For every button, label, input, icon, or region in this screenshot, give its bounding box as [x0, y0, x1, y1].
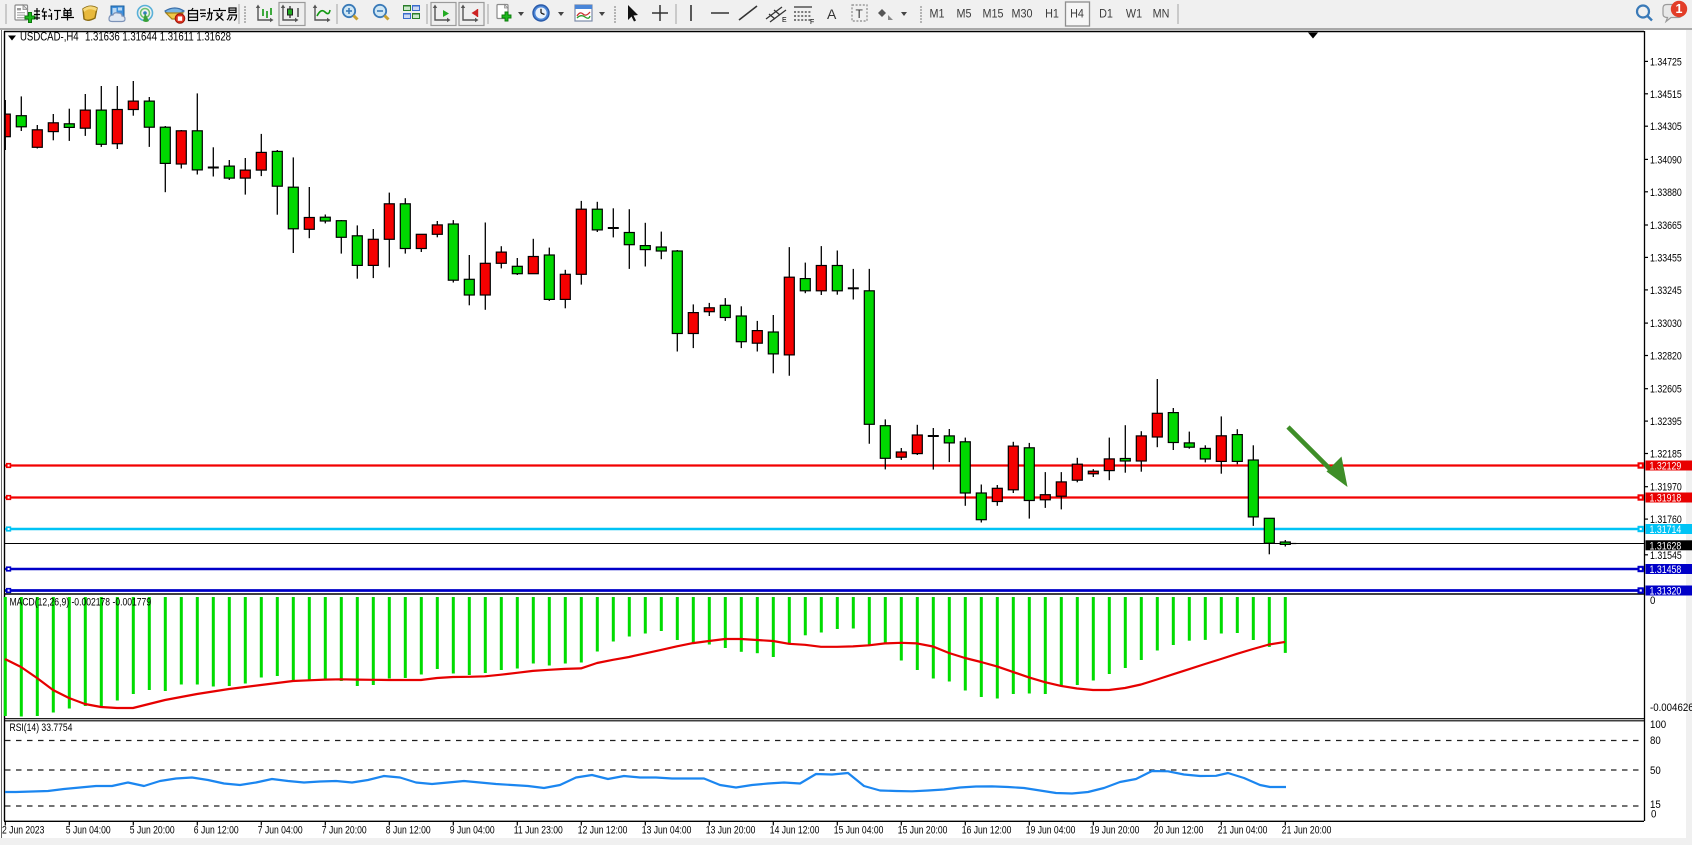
svg-text:13 Jun 20:00: 13 Jun 20:00 — [706, 825, 756, 837]
svg-text:RSI(14) 33.7754: RSI(14) 33.7754 — [10, 722, 73, 734]
svg-text:2 Jun 2023: 2 Jun 2023 — [2, 825, 45, 837]
svg-text:1.31714: 1.31714 — [1650, 524, 1682, 536]
svg-text:0: 0 — [1650, 596, 1656, 608]
svg-text:M15: M15 — [982, 8, 1003, 21]
svg-text:1.31458: 1.31458 — [1650, 564, 1682, 576]
svg-text:1.31628: 1.31628 — [1650, 540, 1682, 552]
svg-text:15: 15 — [1650, 800, 1661, 812]
svg-text:1.32185: 1.32185 — [1650, 449, 1682, 461]
svg-text:7 Jun 20:00: 7 Jun 20:00 — [322, 825, 367, 837]
svg-text:16 Jun 12:00: 16 Jun 12:00 — [962, 825, 1012, 837]
svg-text:1.34305: 1.34305 — [1650, 121, 1682, 133]
svg-text:7 Jun 04:00: 7 Jun 04:00 — [258, 825, 303, 837]
svg-text:M5: M5 — [956, 8, 971, 21]
svg-text:1.33455: 1.33455 — [1650, 253, 1682, 265]
svg-text:20 Jun 12:00: 20 Jun 12:00 — [1154, 825, 1204, 837]
svg-text:E: E — [782, 17, 787, 24]
svg-text:21 Jun 04:00: 21 Jun 04:00 — [1218, 825, 1268, 837]
svg-text:MACD(12,26,9) -0.002178 -0.001: MACD(12,26,9) -0.002178 -0.001779 — [10, 597, 152, 609]
svg-text:5 Jun 04:00: 5 Jun 04:00 — [66, 825, 111, 837]
svg-text:11 Jun 23:00: 11 Jun 23:00 — [514, 825, 563, 837]
svg-text:12 Jun 12:00: 12 Jun 12:00 — [578, 825, 628, 837]
svg-text:1.33880: 1.33880 — [1650, 187, 1682, 199]
svg-text:-0.004626: -0.004626 — [1650, 703, 1692, 715]
svg-text:H4: H4 — [1070, 8, 1084, 21]
svg-text:USDCAD-,H4: USDCAD-,H4 — [20, 31, 79, 44]
svg-text:1.33665: 1.33665 — [1650, 220, 1682, 232]
svg-text:14 Jun 12:00: 14 Jun 12:00 — [770, 825, 820, 837]
svg-text:W1: W1 — [1126, 8, 1142, 21]
svg-text:1.34725: 1.34725 — [1650, 57, 1682, 69]
svg-text:H1: H1 — [1045, 8, 1059, 21]
svg-text:1.34515: 1.34515 — [1650, 89, 1682, 101]
svg-text:1.31760: 1.31760 — [1650, 514, 1682, 526]
svg-text:T: T — [856, 7, 864, 21]
svg-text:0: 0 — [1651, 809, 1657, 821]
svg-text:100: 100 — [1650, 720, 1666, 732]
svg-text:1.33245: 1.33245 — [1650, 285, 1682, 297]
svg-text:1.32605: 1.32605 — [1650, 384, 1682, 396]
svg-text:5 Jun 20:00: 5 Jun 20:00 — [130, 825, 175, 837]
svg-text:15 Jun 04:00: 15 Jun 04:00 — [834, 825, 884, 837]
svg-text:6 Jun 12:00: 6 Jun 12:00 — [194, 825, 239, 837]
svg-text:1.32129: 1.32129 — [1650, 461, 1682, 473]
svg-text:1.31545: 1.31545 — [1650, 550, 1682, 562]
svg-text:1.31970: 1.31970 — [1650, 482, 1682, 494]
svg-text:1.32395: 1.32395 — [1650, 416, 1682, 428]
svg-text:8 Jun 12:00: 8 Jun 12:00 — [386, 825, 431, 837]
svg-text:1.31636 1.31644 1.31611 1.3162: 1.31636 1.31644 1.31611 1.31628 — [85, 31, 231, 44]
svg-text:19 Jun 20:00: 19 Jun 20:00 — [1090, 825, 1140, 837]
svg-text:M30: M30 — [1011, 8, 1032, 21]
svg-text:1: 1 — [1676, 2, 1683, 16]
svg-text:15 Jun 20:00: 15 Jun 20:00 — [898, 825, 948, 837]
svg-text:1.31320: 1.31320 — [1650, 586, 1682, 598]
svg-text:MN: MN — [1153, 8, 1170, 21]
svg-text:19 Jun 04:00: 19 Jun 04:00 — [1026, 825, 1076, 837]
svg-text:80: 80 — [1650, 736, 1661, 748]
svg-text:1.32820: 1.32820 — [1650, 351, 1682, 363]
svg-text:13 Jun 04:00: 13 Jun 04:00 — [642, 825, 692, 837]
svg-text:A: A — [827, 6, 837, 22]
svg-text:F: F — [810, 19, 814, 26]
svg-text:1.33030: 1.33030 — [1650, 318, 1682, 330]
svg-text:9 Jun 04:00: 9 Jun 04:00 — [450, 825, 495, 837]
svg-text:50: 50 — [1650, 766, 1661, 778]
svg-text:21 Jun 20:00: 21 Jun 20:00 — [1282, 825, 1332, 837]
svg-text:D1: D1 — [1099, 8, 1113, 21]
svg-text:M1: M1 — [929, 8, 944, 21]
svg-text:1.34090: 1.34090 — [1650, 155, 1682, 167]
svg-text:1.31918: 1.31918 — [1650, 493, 1682, 505]
